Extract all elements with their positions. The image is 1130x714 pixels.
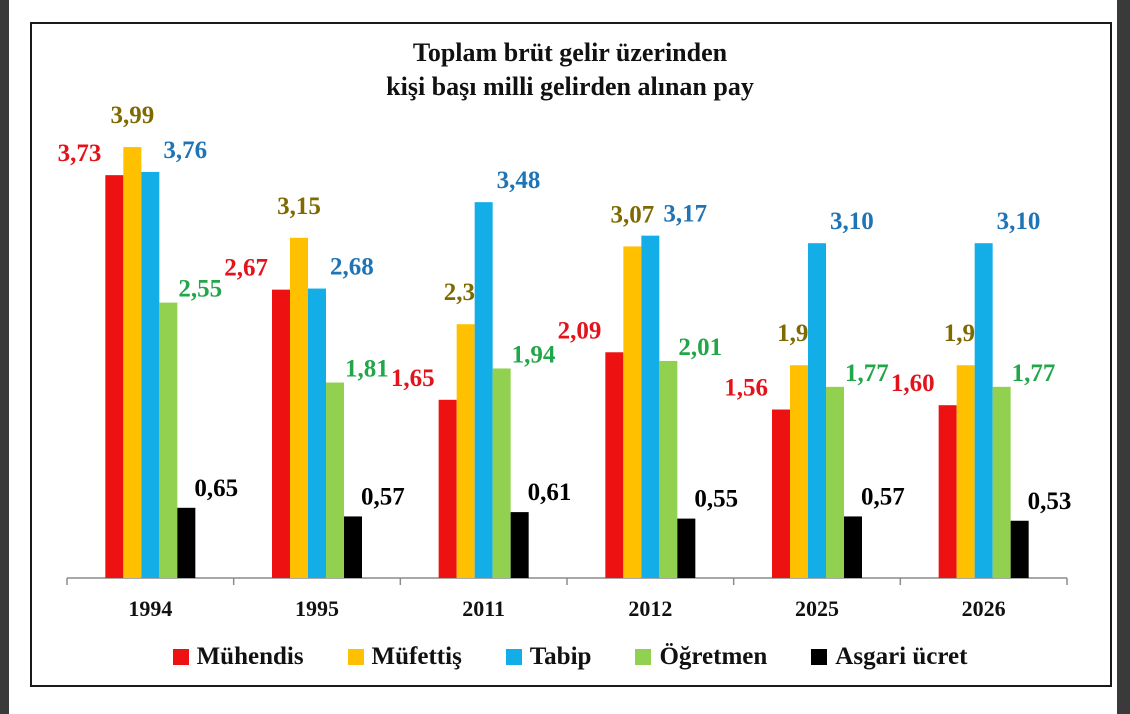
data-label-ogretmen-2025: 1,77 xyxy=(845,360,889,387)
data-label-mufettis-2012: 3,07 xyxy=(610,201,654,228)
data-label-asgari-ucret-1995: 0,57 xyxy=(361,483,405,510)
bar-ogretmen-2012 xyxy=(659,360,678,578)
legend-item-asgari-ucret: Asgari ücret xyxy=(811,643,967,671)
data-label-tabip-2011: 3,48 xyxy=(497,167,541,194)
data-label-tabip-1995: 2,68 xyxy=(330,254,374,281)
bar-tabip-2025 xyxy=(808,243,826,578)
chart-title: Toplam brüt gelir üzerinden kişi başı mi… xyxy=(240,36,900,104)
window-edge-left xyxy=(0,0,9,714)
legend-label-muhendis: Mühendis xyxy=(196,643,304,670)
bar-ogretmen-1994 xyxy=(159,302,178,578)
bar-tabip-1995 xyxy=(308,288,326,578)
bar-tabip-2026 xyxy=(974,243,993,578)
chart-title-line-2: kişi başı milli gelirden alınan pay xyxy=(386,72,754,101)
legend-label-tabip: Tabip xyxy=(529,643,592,670)
data-label-muhendis-2025: 1,56 xyxy=(724,375,768,402)
bar-muhendis-2025 xyxy=(772,409,790,578)
bar-muhendis-1994 xyxy=(105,175,124,578)
bar-mufettis-2025 xyxy=(790,365,808,578)
bar-asgari-ucret-1995 xyxy=(344,516,362,578)
chart-frame xyxy=(30,22,1112,687)
data-label-ogretmen-2011: 1,94 xyxy=(512,341,556,368)
bar-asgari-ucret-2025 xyxy=(844,516,862,578)
legend-label-ogretmen: Öğretmen xyxy=(659,643,768,670)
bar-mufettis-2012 xyxy=(623,246,642,578)
data-label-asgari-ucret-2011: 0,61 xyxy=(528,479,572,506)
bar-ogretmen-2025 xyxy=(826,386,844,578)
legend-label-mufettis: Müfettiş xyxy=(371,643,462,670)
bar-tabip-1994 xyxy=(141,171,160,579)
data-label-asgari-ucret-2025: 0,57 xyxy=(861,483,905,510)
bar-muhendis-2011 xyxy=(438,399,457,578)
legend-swatch-tabip xyxy=(505,649,522,665)
x-tick-label-1995: 1995 xyxy=(295,596,339,621)
bar-tabip-2012 xyxy=(641,235,660,578)
bar-asgari-ucret-2026 xyxy=(1010,520,1029,578)
data-label-tabip-1994: 3,76 xyxy=(163,137,207,164)
data-label-tabip-2012: 3,17 xyxy=(663,201,707,228)
legend-swatch-mufettis xyxy=(347,649,364,665)
bar-asgari-ucret-2011 xyxy=(510,512,529,578)
bar-ogretmen-2011 xyxy=(492,368,511,578)
data-label-tabip-2026: 3,10 xyxy=(997,208,1041,235)
data-label-ogretmen-2012: 2,01 xyxy=(678,334,722,361)
bar-mufettis-1994 xyxy=(123,147,142,578)
x-tick-label-2026: 2026 xyxy=(962,596,1006,621)
legend-item-muhendis: Mühendis xyxy=(172,643,304,671)
x-tick-label-2025: 2025 xyxy=(795,596,839,621)
data-label-muhendis-1995: 2,67 xyxy=(224,255,268,282)
data-label-ogretmen-2026: 1,77 xyxy=(1012,360,1056,387)
legend-label-asgari-ucret: Asgari ücret xyxy=(835,643,968,670)
data-label-muhendis-1994: 3,73 xyxy=(58,140,102,167)
data-label-tabip-2025: 3,10 xyxy=(830,208,874,235)
data-label-asgari-ucret-2026: 0,53 xyxy=(1028,488,1072,515)
bar-muhendis-1995 xyxy=(272,289,290,578)
bar-tabip-2011 xyxy=(474,202,493,578)
legend-item-tabip: Tabip xyxy=(505,643,592,671)
bar-ogretmen-1995 xyxy=(326,382,344,578)
bar-mufettis-2026 xyxy=(956,365,975,578)
data-label-ogretmen-1995: 1,81 xyxy=(345,356,389,383)
bar-asgari-ucret-2012 xyxy=(677,518,696,578)
legend-item-mufettis: Müfettiş xyxy=(347,643,462,671)
data-label-muhendis-2012: 2,09 xyxy=(558,317,602,344)
bar-muhendis-2026 xyxy=(938,405,957,578)
x-tick-label-1994: 1994 xyxy=(128,596,172,621)
bar-ogretmen-2026 xyxy=(992,386,1011,578)
bar-mufettis-2011 xyxy=(456,324,475,578)
data-label-asgari-ucret-2012: 0,55 xyxy=(694,486,738,513)
window-edge-right xyxy=(1117,0,1130,714)
bar-muhendis-2012 xyxy=(605,352,624,578)
legend-swatch-asgari-ucret xyxy=(811,649,828,665)
legend-swatch-muhendis xyxy=(172,649,189,665)
bar-mufettis-1995 xyxy=(290,237,308,579)
data-label-muhendis-2026: 1,60 xyxy=(891,370,935,397)
chart-title-line-1: Toplam brüt gelir üzerinden xyxy=(412,38,728,67)
x-tick-label-2011: 2011 xyxy=(462,596,505,621)
chart-legend: Mühendis Müfettiş Tabip Öğretmen Asgari ücre… xyxy=(130,640,1010,674)
data-label-asgari-ucret-1994: 0,65 xyxy=(194,475,238,502)
data-label-ogretmen-1994: 2,55 xyxy=(178,276,222,303)
x-tick-label-2012: 2012 xyxy=(628,596,672,621)
data-label-mufettis-1995: 3,15 xyxy=(277,193,321,220)
data-label-mufettis-1994: 3,99 xyxy=(110,102,154,129)
data-label-muhendis-2011: 1,65 xyxy=(391,365,435,392)
legend-swatch-ogretmen xyxy=(635,649,652,665)
bar-asgari-ucret-1994 xyxy=(177,507,196,578)
legend-item-ogretmen: Öğretmen xyxy=(635,643,767,671)
